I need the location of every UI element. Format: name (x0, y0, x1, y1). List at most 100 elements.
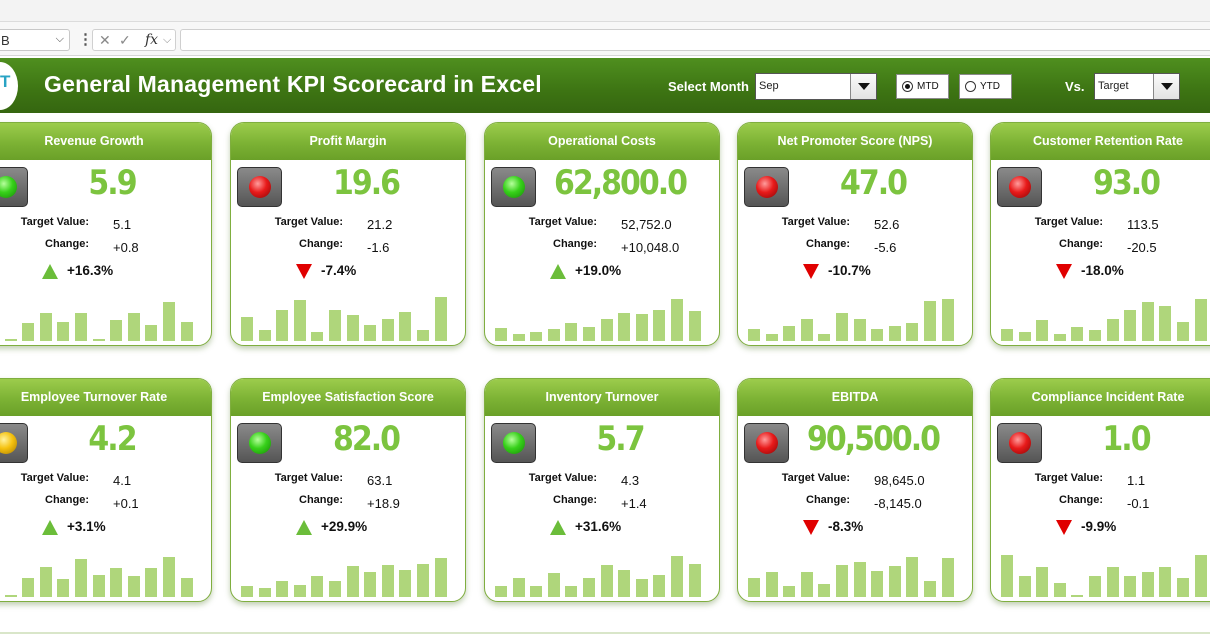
vs-dropdown-arrow-icon[interactable] (1153, 74, 1179, 99)
trend-bar (1177, 321, 1189, 341)
arrow-up-icon (42, 520, 58, 535)
change-label: Change: (299, 494, 343, 506)
trend-bar (888, 566, 901, 597)
insert-function-icon[interactable]: fx (145, 32, 159, 48)
trend-bar (417, 329, 429, 341)
change-label: Change: (553, 494, 597, 506)
kpi-title: Customer Retention Rate (991, 123, 1210, 160)
trend-sparkline (241, 541, 457, 599)
trend-bar (145, 567, 158, 597)
change-value: -20.5 (1127, 240, 1157, 255)
percent-change: -9.9% (1056, 519, 1116, 535)
target-value: 113.5 (1127, 217, 1159, 232)
trend-bar (871, 570, 884, 597)
change-value: -5.6 (874, 240, 897, 255)
change-value: -1.6 (367, 240, 390, 255)
trend-bar (853, 319, 866, 341)
radio-selected-icon[interactable] (902, 81, 913, 92)
trend-bar (765, 572, 778, 597)
month-dropdown-arrow-icon[interactable] (850, 74, 876, 99)
target-value: 52,752.0 (621, 217, 672, 232)
target-value: 5.1 (113, 217, 132, 232)
kpi-card: Inventory Turnover 5.7 Target Value: 4.3 Cha… (484, 378, 720, 602)
percent-change-value: +16.3% (67, 263, 114, 278)
percent-change: -8.3% (803, 519, 864, 535)
more-options-icon[interactable]: ⋮ (78, 31, 93, 48)
trend-bar (4, 595, 17, 597)
trend-bar (1159, 305, 1172, 341)
target-label: Target Value: (1034, 216, 1103, 228)
trend-bar (4, 339, 17, 341)
trend-bar (906, 323, 919, 341)
target-label: Target Value: (781, 472, 850, 484)
select-month-label: Select Month (668, 79, 749, 94)
trend-bar (653, 310, 666, 341)
formula-input[interactable] (180, 29, 1210, 51)
trend-bar (583, 326, 595, 341)
trend-bar (399, 311, 412, 341)
name-box[interactable]: B ⌵ (0, 29, 70, 51)
chevron-down-icon[interactable]: ⌵ (55, 33, 64, 45)
trend-bar (75, 312, 87, 341)
trend-bar (92, 339, 105, 341)
trend-bar (688, 564, 701, 597)
trend-bar (434, 558, 447, 597)
trend-bar (1106, 319, 1119, 341)
trend-bar (1124, 575, 1137, 597)
trend-bar (241, 586, 253, 597)
target-value: 4.3 (621, 473, 640, 488)
trend-bar (346, 566, 359, 597)
vs-label: Vs. (1065, 79, 1085, 94)
trend-bar (258, 330, 271, 341)
kpi-card: Compliance Incident Rate 1.0 Target Value:… (990, 378, 1210, 602)
kpi-value: 47.0 (839, 163, 908, 204)
radio-empty-icon[interactable] (965, 81, 976, 92)
ytd-label: YTD (980, 81, 1000, 92)
change-value: +10,048.0 (621, 240, 680, 255)
trend-bar (276, 310, 289, 341)
status-light (491, 423, 536, 463)
kpi-title: Compliance Incident Rate (991, 379, 1210, 416)
trend-bar (1036, 567, 1049, 597)
trend-bar (180, 321, 193, 341)
name-box-value: B (1, 33, 10, 48)
kpi-title: Net Promoter Score (NPS) (738, 123, 972, 160)
mtd-radio[interactable]: MTD (896, 74, 949, 99)
arrow-up-icon (550, 264, 566, 279)
trend-bar (1141, 572, 1154, 597)
trend-bar (512, 333, 525, 341)
percent-change-value: -8.3% (828, 519, 864, 534)
vs-dropdown[interactable]: Target (1094, 73, 1180, 100)
arrow-down-icon (803, 520, 819, 535)
kpi-card: Net Promoter Score (NPS) 47.0 Target Value… (737, 122, 973, 346)
trend-bar (1194, 298, 1207, 341)
status-light (997, 423, 1042, 463)
percent-change: +31.6% (550, 519, 621, 535)
kpi-value: 62,800.0 (553, 163, 688, 204)
chevron-down-icon[interactable]: ⌵ (163, 34, 172, 46)
change-label: Change: (806, 494, 850, 506)
check-icon[interactable]: ✓ (119, 32, 131, 48)
percent-change: +16.3% (42, 263, 114, 279)
status-green-icon (0, 176, 17, 198)
trend-bar (924, 301, 936, 341)
status-light (0, 423, 28, 463)
x-icon[interactable]: ✕ (99, 32, 111, 48)
target-label: Target Value: (528, 216, 597, 228)
target-label: Target Value: (781, 216, 850, 228)
percent-change: -7.4% (296, 263, 356, 279)
trend-bar (765, 333, 778, 341)
trend-bar (671, 555, 683, 597)
ytd-radio[interactable]: YTD (959, 74, 1012, 99)
trend-bar (22, 577, 35, 597)
kpi-card: Employee Satisfaction Score 82.0 Target Va… (230, 378, 466, 602)
status-green-icon (249, 432, 271, 454)
trend-bar (1124, 310, 1137, 341)
trend-bar (495, 327, 507, 341)
trend-bar (75, 559, 87, 597)
month-dropdown[interactable]: Sep (755, 73, 877, 100)
month-value: Sep (759, 80, 779, 92)
trend-bar (653, 575, 666, 597)
trend-sparkline (241, 285, 457, 343)
trend-bar (22, 323, 35, 341)
